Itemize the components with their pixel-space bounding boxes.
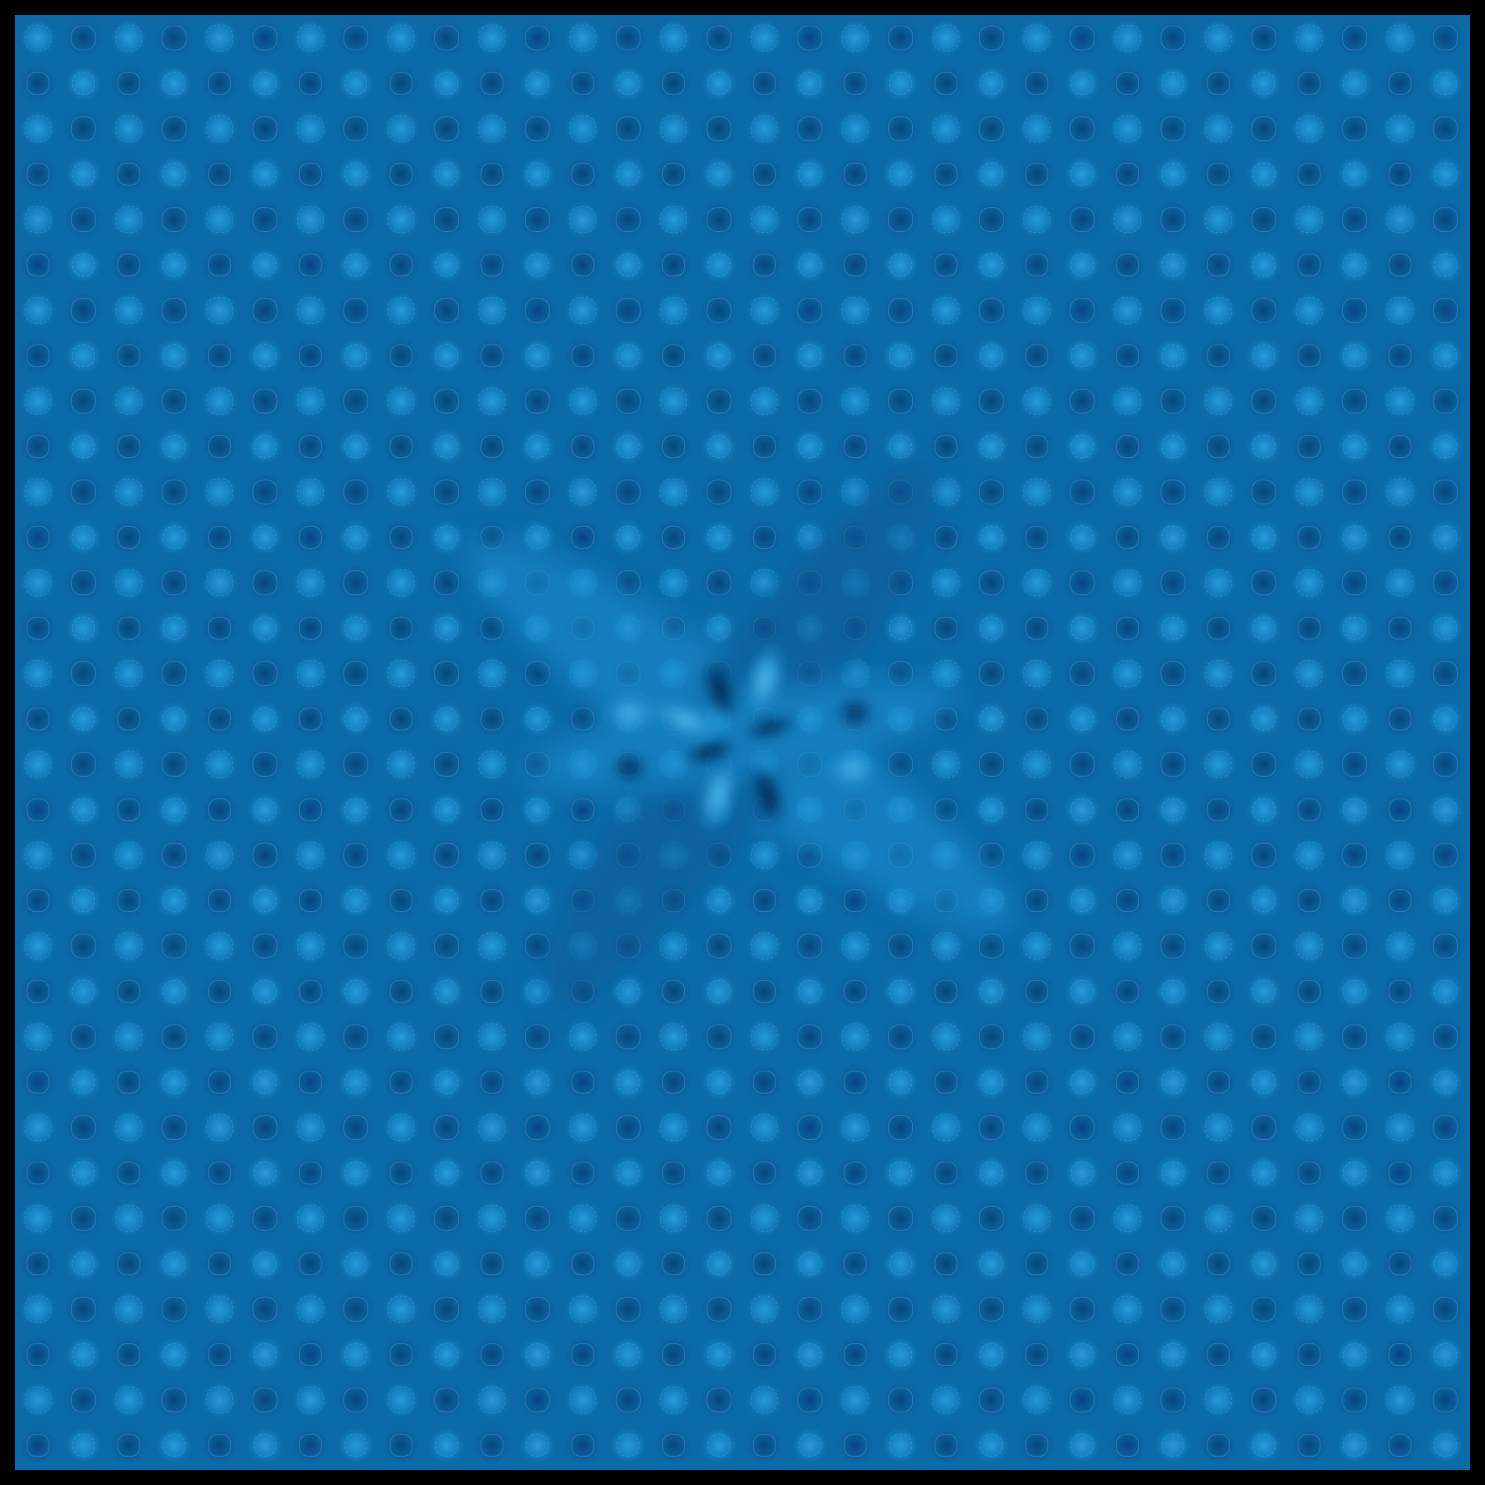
center-flower bbox=[600, 641, 882, 834]
